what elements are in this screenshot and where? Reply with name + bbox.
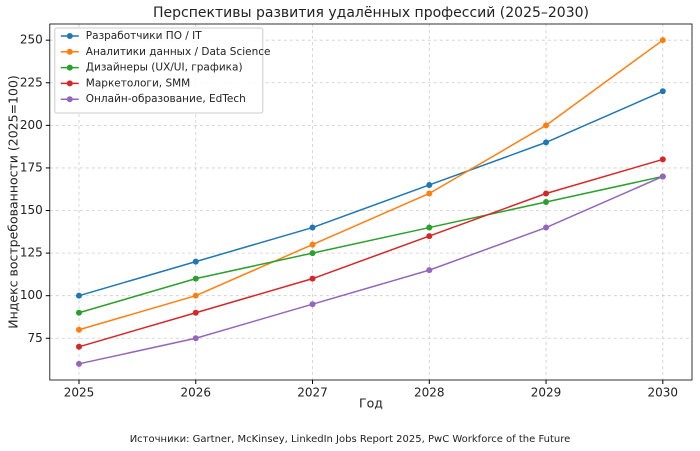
data-point [426,190,433,197]
legend-marker [66,80,73,87]
chart-title: Перспективы развития удалённых профессий… [153,5,589,21]
x-tick-label: 2026 [180,386,211,400]
y-tick-label: 100 [20,288,43,302]
data-point [659,156,666,163]
y-tick-label: 150 [20,203,43,217]
legend-label: Онлайн-образование, EdTech [86,93,246,105]
plot-frame [49,23,693,381]
data-point [426,224,433,231]
data-point [309,224,316,231]
legend-marker [66,48,73,55]
legend-box [54,27,264,114]
series-line [78,39,664,331]
x-tick-label: 2027 [297,386,328,400]
y-tick-label: 125 [20,246,43,260]
data-point [75,360,82,367]
series-line [78,158,664,348]
data-point [309,275,316,282]
data-point [75,309,82,316]
data-point [659,88,666,95]
data-point [192,292,199,299]
data-point [543,190,550,197]
data-point [192,258,199,265]
y-tick-label: 175 [20,160,43,174]
y-tick-label: 200 [20,118,43,132]
legend-label: Аналитики данных / Data Science [86,46,271,58]
legend-marker [66,96,73,103]
series-line [78,90,664,297]
series-line [78,175,664,365]
x-tick-label: 2030 [648,386,679,400]
data-point [75,326,82,333]
data-point [426,181,433,188]
y-tick-label: 75 [28,331,43,345]
data-point [309,301,316,308]
source-note: Источники: Gartner, McKinsey, LinkedIn J… [130,434,571,445]
y-tick-label: 225 [20,75,43,89]
data-point [426,267,433,274]
series-line [78,175,663,314]
legend-label: Маркетологи, SMM [86,77,190,89]
data-point [659,37,666,44]
data-point [426,233,433,240]
data-point [309,241,316,248]
x-tick-label: 2025 [64,386,95,400]
data-point [192,335,199,342]
legend-marker [66,64,73,71]
data-point [659,173,666,180]
data-point [192,309,199,316]
data-point [543,139,550,146]
data-point [192,275,199,282]
data-point [75,343,82,350]
data-point [309,250,316,257]
x-axis-label: Год [359,396,383,411]
data-point [543,199,550,205]
y-axis-label: Индекс востребованности (2025=100) [6,75,21,329]
y-tick-label: 250 [20,33,43,47]
legend-label: Дизайнеры (UX/UI, графика) [86,62,243,74]
legend-marker [66,33,73,39]
data-point [75,292,82,299]
x-tick-label: 2028 [414,386,445,400]
data-point [543,122,550,129]
legend-label: Разработчики ПО / IT [86,30,202,42]
x-tick-label: 2029 [531,386,562,400]
data-point [543,224,550,231]
